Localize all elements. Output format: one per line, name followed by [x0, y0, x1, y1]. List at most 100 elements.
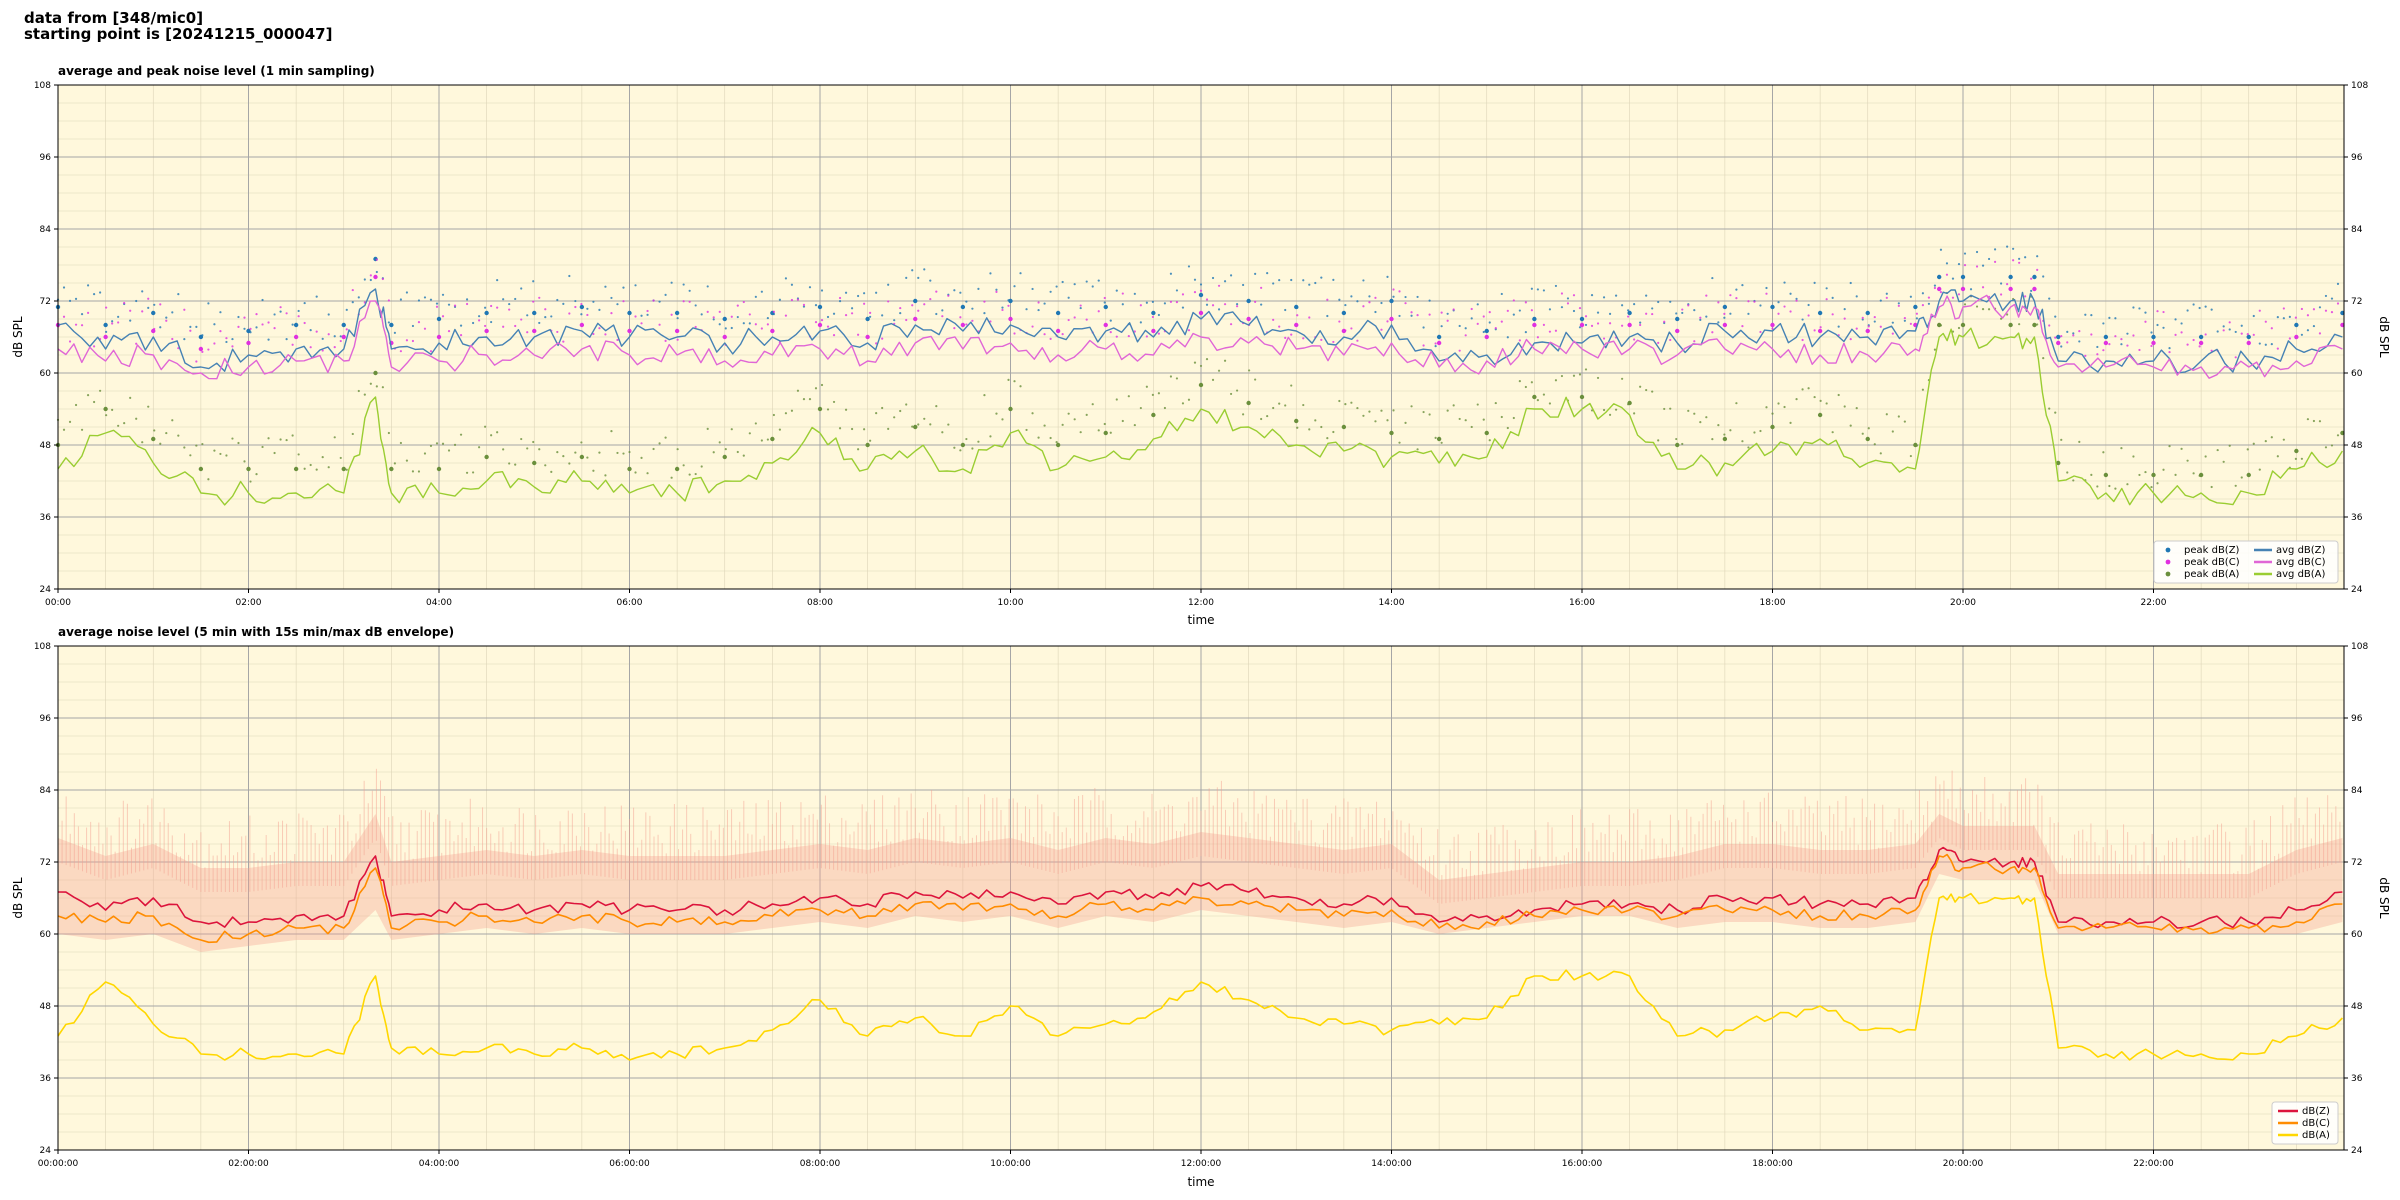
peak-point: [1055, 328, 1061, 334]
peak-point-minor: [1374, 296, 1377, 299]
peak-point-minor: [838, 300, 842, 303]
peak-point-minor: [2240, 324, 2243, 327]
peak-point: [1294, 418, 1299, 424]
peak-point: [1151, 310, 1156, 316]
peak-point-minor: [2084, 313, 2087, 316]
peak-point-minor: [201, 334, 204, 337]
peak-point-minor: [1163, 406, 1167, 410]
peak-point-minor: [1278, 402, 1281, 405]
peak-point-minor: [291, 434, 294, 437]
peak-point-minor: [1452, 404, 1455, 407]
peak-point: [913, 316, 918, 322]
peak-point-minor: [2054, 411, 2057, 414]
series-avg-db-z-: [57, 288, 2343, 374]
peak-point-minor: [171, 337, 174, 341]
peak-point: [960, 442, 966, 448]
peak-point-minor: [62, 315, 66, 318]
peak-point-minor: [1422, 344, 1425, 347]
peak-point-minor: [2222, 325, 2225, 328]
peak-point-minor: [2072, 479, 2075, 482]
peak-point-minor: [1326, 298, 1329, 301]
legend-label: peak dB(Z): [2184, 545, 2240, 556]
peak-point-minor: [1981, 286, 1985, 289]
peak-point-minor: [1693, 412, 1696, 415]
peak-point-minor: [2042, 275, 2045, 278]
peak-point-minor: [261, 298, 264, 302]
peak-point-minor: [652, 447, 655, 451]
peak-point-minor: [1621, 304, 1624, 307]
peak-point-minor: [1699, 318, 1702, 321]
peak-point-minor: [429, 444, 433, 448]
peak-point-minor: [1073, 283, 1076, 286]
peak-point-minor: [1669, 407, 1672, 410]
peak-point-minor: [1266, 414, 1269, 418]
peak-point-minor: [2336, 434, 2340, 437]
peak-point-minor: [1945, 262, 1949, 265]
peak-point-minor: [399, 298, 402, 301]
peak-point-minor: [231, 337, 234, 341]
peak-point-minor: [1849, 281, 1852, 285]
peak-point-minor: [580, 441, 583, 444]
peak-point-minor: [2228, 328, 2231, 331]
peak-point-minor: [1614, 294, 1618, 297]
peak-point-minor: [550, 315, 553, 318]
peak-point: [1532, 316, 1537, 322]
peak-point-minor: [1729, 312, 1732, 315]
peak-point-minor: [2096, 485, 2099, 488]
peak-point: [579, 454, 585, 460]
peak-point-minor: [832, 400, 836, 404]
peak-point-minor: [1777, 402, 1780, 405]
peak-point-minor: [778, 428, 781, 431]
peak-point-minor: [562, 340, 565, 343]
peak-point-minor: [1338, 320, 1341, 323]
peak-point-minor: [869, 439, 872, 442]
peak-point-minor: [1079, 304, 1082, 307]
peak-point-minor: [508, 302, 511, 306]
peak-point-minor: [1205, 298, 1209, 301]
peak-point-minor: [508, 308, 511, 311]
peak-point-minor: [333, 436, 336, 439]
peak-point-minor: [1013, 332, 1016, 335]
peak-point: [865, 316, 870, 322]
peak-point-minor: [1284, 308, 1287, 312]
peak-point-minor: [1627, 309, 1630, 312]
peak-point-minor: [1362, 279, 1365, 282]
peak-point-minor: [1885, 413, 1888, 416]
peak-point-minor: [610, 312, 613, 315]
peak-point-minor: [2036, 323, 2039, 326]
legend-label: dB(Z): [2302, 1106, 2330, 1117]
peak-point: [2032, 286, 2037, 292]
peak-point: [2032, 322, 2037, 328]
peak-point-minor: [1747, 300, 1750, 303]
peak-point-minor: [2150, 485, 2153, 489]
peak-point: [674, 328, 680, 334]
y-tick-label-left: 84: [40, 225, 52, 235]
peak-point-minor: [1043, 424, 1046, 427]
peak-point-minor: [989, 435, 992, 438]
peak-point-minor: [405, 291, 409, 294]
peak-point-minor: [953, 327, 956, 330]
peak-point-minor: [2108, 484, 2111, 488]
peak-point-minor: [2306, 329, 2310, 332]
peak-point-minor: [694, 472, 697, 476]
peak-point-minor: [929, 279, 932, 282]
peak-point-minor: [1963, 252, 1967, 255]
peak-point-minor: [2138, 307, 2141, 310]
peak-point-minor: [1765, 406, 1768, 409]
peak-point-minor: [538, 321, 541, 325]
peak-point-minor: [1145, 335, 1148, 338]
peak-point-minor: [2090, 314, 2093, 317]
peak-point-minor: [357, 389, 360, 393]
peak-point-minor: [850, 312, 854, 315]
peak-point-minor: [2312, 419, 2316, 423]
y-tick-label-right: 96: [2351, 714, 2363, 724]
peak-point-minor: [1735, 402, 1738, 405]
peak-point-minor: [1590, 294, 1594, 297]
x-tick-label: 22:00:00: [2133, 1159, 2174, 1169]
peak-point-minor: [1416, 448, 1419, 451]
peak-point-minor: [1849, 338, 1852, 341]
peak-point-minor: [670, 476, 673, 479]
peak-point-minor: [2300, 307, 2303, 311]
peak-point-minor: [520, 437, 523, 441]
peak-point-minor: [381, 386, 384, 389]
